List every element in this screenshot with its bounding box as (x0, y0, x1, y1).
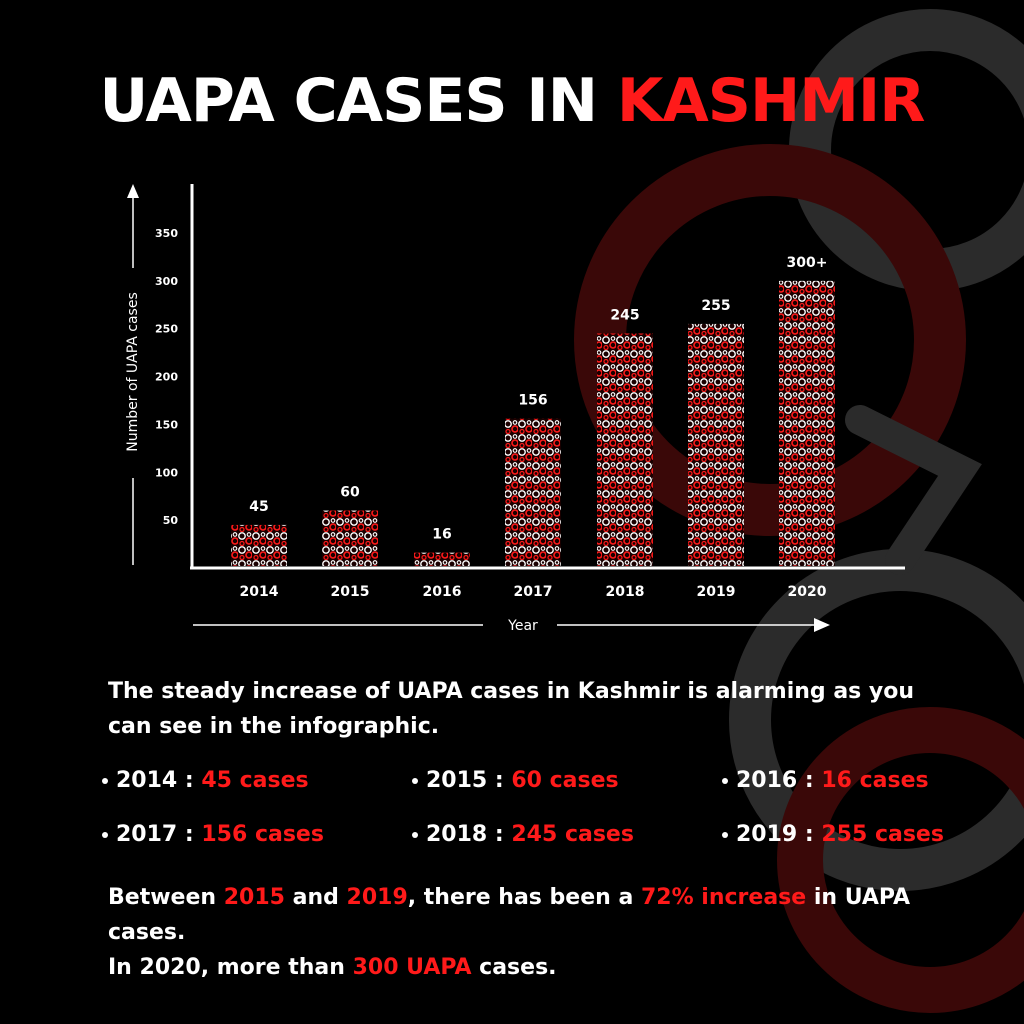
stat-year: 2018 : (426, 822, 504, 847)
stat-year: 2015 : (426, 768, 504, 793)
y-tick-label: 100 (155, 466, 178, 479)
summary-highlight: 300 UAPA (352, 955, 472, 980)
x-tick-label: 2018 (606, 584, 645, 600)
data-label: 16 (432, 527, 451, 543)
bar (505, 418, 561, 566)
bullet-dot-icon (102, 778, 108, 784)
y-tick-label: 350 (155, 227, 178, 240)
summary-text: and (284, 885, 347, 910)
summary-text: Between (108, 885, 224, 910)
stat-year: 2016 : (736, 768, 814, 793)
stat-item: 2018 : 245 cases (412, 822, 634, 847)
stat-item: 2017 : 156 cases (102, 822, 324, 847)
bullet-dot-icon (722, 778, 728, 784)
summary-text: In 2020, more than (108, 955, 353, 980)
bar-chart: 50 100 150 200 250 300 350 Number of UAPA cases… (125, 184, 905, 634)
stat-value: 156 cases (201, 822, 324, 847)
y-tick-label: 150 (155, 418, 178, 431)
y-axis-label: Number of UAPA cases (125, 292, 141, 452)
stat-year: 2017 : (116, 822, 194, 847)
x-axis-label: Year (507, 618, 538, 634)
y-tick-label: 200 (155, 371, 178, 384)
bar (779, 280, 835, 566)
bar (688, 323, 744, 566)
x-tick-label: 2016 (423, 584, 462, 600)
x-axis-arrow-icon (814, 618, 830, 632)
data-label: 255 (701, 298, 730, 314)
stat-item: 2015 : 60 cases (412, 768, 619, 793)
stat-value: 245 cases (511, 822, 634, 847)
stat-value: 45 cases (201, 768, 309, 793)
x-tick-label: 2019 (697, 584, 736, 600)
summary-highlight: 72% increase (640, 885, 807, 910)
x-tick-label: 2015 (331, 584, 370, 600)
x-tick-label: 2020 (788, 584, 827, 600)
title-main-text: UAPA CASES IN (99, 66, 617, 136)
y-axis-arrow-icon (127, 184, 139, 198)
summary-highlight: 2015 (223, 885, 285, 910)
bullet-dot-icon (412, 778, 418, 784)
summary-text: cases. (471, 955, 557, 980)
bullet-dot-icon (722, 832, 728, 838)
stat-item: 2019 : 255 cases (722, 822, 944, 847)
x-tick-label: 2017 (514, 584, 553, 600)
stat-year: 2019 : (736, 822, 814, 847)
bar (231, 524, 287, 566)
summary-paragraph: Between 2015 and 2019, there has been a … (108, 880, 938, 985)
bullet-dot-icon (102, 832, 108, 838)
bullet-dot-icon (412, 832, 418, 838)
bar (597, 333, 653, 566)
stat-value: 60 cases (511, 768, 619, 793)
x-tick-label: 2014 (240, 584, 279, 600)
summary-text: in UAPA cases. (108, 885, 911, 945)
data-label: 156 (518, 393, 547, 409)
data-label: 60 (340, 485, 360, 501)
bar (414, 552, 470, 566)
data-label: 300+ (787, 255, 828, 271)
y-tick-label: 250 (155, 323, 178, 336)
stat-value: 16 cases (821, 768, 929, 793)
data-label: 245 (610, 308, 639, 324)
summary-highlight: 2019 (346, 885, 408, 910)
stat-value: 255 cases (821, 822, 944, 847)
summary-text: , there has been a (407, 885, 641, 910)
stat-item: 2014 : 45 cases (102, 768, 309, 793)
bar (322, 510, 378, 566)
data-label: 45 (249, 499, 268, 515)
page-title: UAPA CASES IN KASHMIR (0, 66, 1024, 136)
y-tick-label: 50 (163, 514, 179, 527)
title-highlight-text: KASHMIR (616, 66, 926, 136)
stat-item: 2016 : 16 cases (722, 768, 929, 793)
stat-year: 2014 : (116, 768, 194, 793)
y-tick-label: 300 (155, 275, 178, 288)
intro-paragraph: The steady increase of UAPA cases in Kas… (108, 679, 915, 739)
